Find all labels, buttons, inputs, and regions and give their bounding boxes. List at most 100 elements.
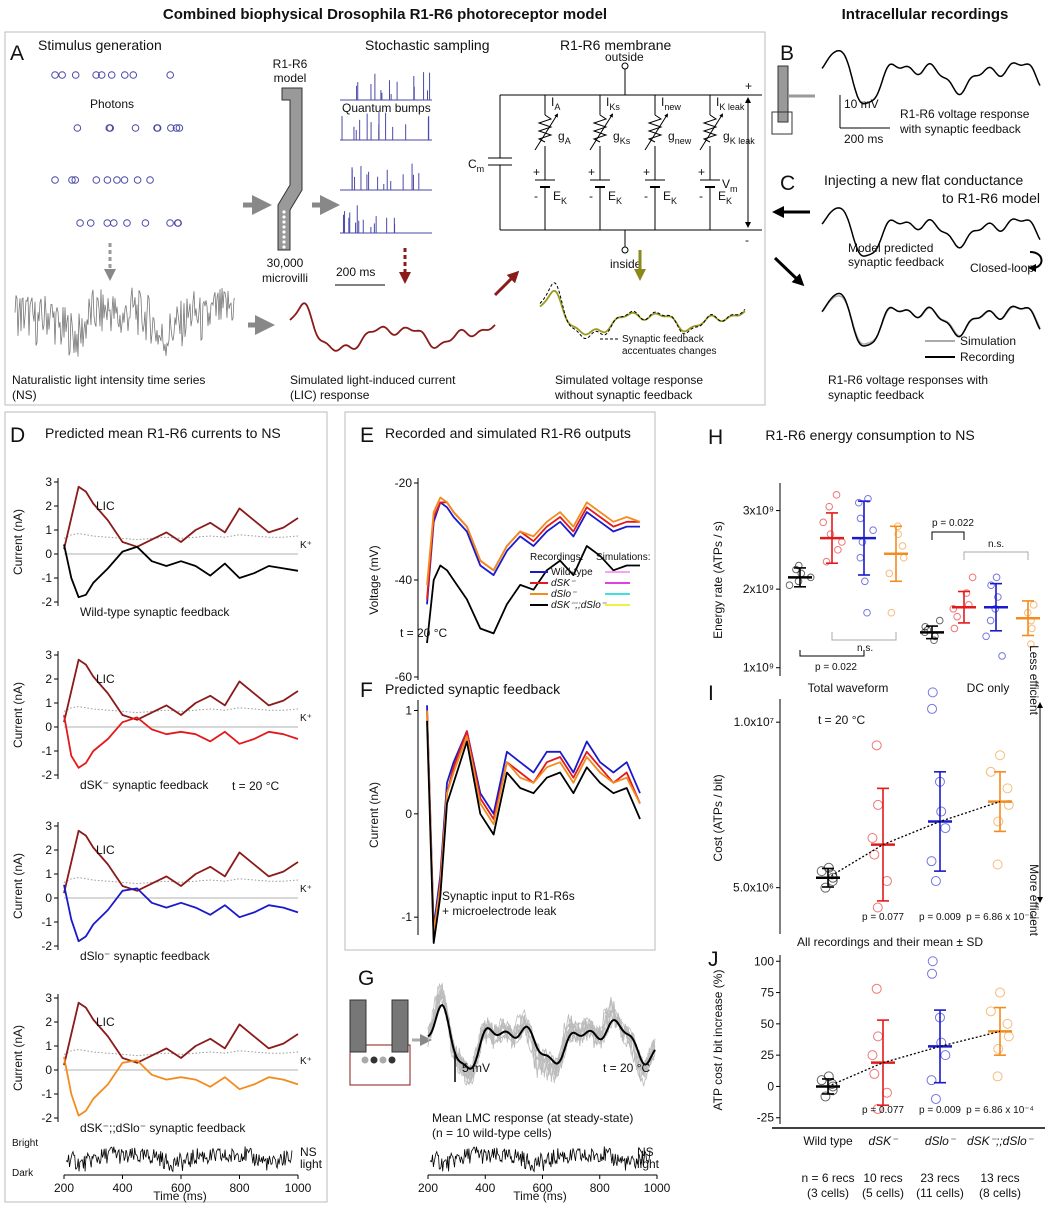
note: synaptic feedback bbox=[848, 255, 945, 269]
y-tick-label: 1 bbox=[45, 867, 52, 881]
data-point bbox=[834, 546, 842, 554]
series-label: K⁺ bbox=[300, 713, 312, 724]
data-point bbox=[986, 616, 995, 625]
y-tick-label: 3x10⁹ bbox=[743, 504, 774, 518]
panel-a-frame bbox=[4, 31, 766, 406]
y-axis-label: ATP cost / bit increase (%) bbox=[711, 970, 725, 1111]
data-point bbox=[995, 750, 1006, 761]
photon bbox=[167, 124, 175, 132]
photon bbox=[92, 176, 101, 184]
current-label: IA bbox=[551, 95, 560, 112]
p-value: n.s. bbox=[988, 539, 1004, 550]
terminal bbox=[621, 246, 629, 254]
group-label: DC only bbox=[967, 681, 1010, 695]
data-point bbox=[926, 856, 937, 867]
feedback-trace bbox=[539, 282, 746, 339]
series-label: dSK⁻;;dSlo⁻ synaptic feedback bbox=[80, 1121, 246, 1135]
count-label: 23 recs bbox=[920, 1171, 959, 1185]
conductance-label: gnew bbox=[668, 129, 692, 146]
y-tick-label: -20 bbox=[395, 476, 413, 490]
photon bbox=[109, 219, 118, 227]
photon bbox=[71, 176, 80, 184]
resistor bbox=[537, 114, 553, 143]
variable-arrow bbox=[534, 113, 559, 151]
x-tick-label: 1000 bbox=[285, 1181, 312, 1195]
y-tick-label: 3 bbox=[45, 991, 52, 1005]
panel-label: G bbox=[358, 967, 374, 990]
data-point bbox=[869, 526, 877, 535]
conductance-label: gKs bbox=[613, 129, 631, 146]
series-label: Wild-type synaptic feedback bbox=[80, 605, 230, 619]
conductance-label: gA bbox=[558, 129, 571, 146]
simulation-trace bbox=[821, 207, 1041, 257]
data-point bbox=[861, 577, 869, 586]
p-value: p = 0.022 bbox=[815, 662, 857, 673]
panel-label: A bbox=[10, 42, 24, 65]
conductance-label-sub: Ks bbox=[620, 136, 631, 146]
photon bbox=[166, 71, 175, 79]
x-axis-label: Time (ms) bbox=[153, 1189, 207, 1203]
photon bbox=[175, 124, 184, 132]
note: Closed-loop bbox=[970, 261, 1034, 275]
data-point bbox=[935, 616, 944, 625]
light-label: NS bbox=[637, 1145, 654, 1159]
y-axis-label: Current (nA) bbox=[11, 853, 25, 919]
panel-label: H bbox=[708, 426, 723, 449]
caption: Simulated light-induced current bbox=[290, 373, 456, 387]
label: R1-R6 bbox=[273, 57, 308, 71]
data-point bbox=[819, 518, 827, 527]
y-tick-label: 100 bbox=[754, 954, 774, 968]
voltage-label: Vm bbox=[722, 177, 738, 194]
data-point bbox=[992, 859, 1003, 870]
current-label-main: I bbox=[551, 95, 554, 109]
current-label-main: I bbox=[606, 95, 609, 109]
data-point bbox=[822, 557, 831, 566]
resistor bbox=[647, 114, 663, 143]
scale-label: 200 ms bbox=[844, 132, 883, 146]
caption: (LIC) response bbox=[290, 388, 370, 402]
y-tick-label: 3 bbox=[45, 819, 52, 833]
data-point bbox=[885, 569, 894, 578]
lic-current bbox=[63, 1001, 299, 1066]
ns-trace bbox=[14, 287, 236, 357]
y-tick-label: 3 bbox=[45, 475, 52, 489]
p-value: p = 0.009 bbox=[919, 1105, 961, 1116]
x-tick-label: 200 bbox=[54, 1181, 74, 1195]
photon bbox=[146, 176, 154, 184]
y-tick-label: 0 bbox=[405, 807, 412, 821]
current-label-sub: K leak bbox=[719, 102, 745, 112]
y-tick-label: -1 bbox=[41, 1087, 52, 1101]
photon bbox=[92, 71, 100, 79]
light-label: light bbox=[300, 1157, 323, 1171]
genotype-label: dSK⁻ bbox=[868, 1134, 899, 1148]
y-tick-label: 2x10⁹ bbox=[743, 582, 774, 596]
y-tick-label: 1.0x10⁷ bbox=[734, 715, 774, 729]
reversal-label-main: E bbox=[718, 189, 726, 203]
photon bbox=[51, 176, 59, 184]
x-tick-label: 800 bbox=[229, 1181, 249, 1195]
data-point bbox=[794, 577, 803, 586]
section-title: Injecting a new flat conductance bbox=[824, 172, 1023, 188]
sign: + bbox=[698, 165, 705, 179]
microvillus bbox=[282, 220, 286, 224]
data-point bbox=[930, 636, 938, 645]
y-tick-label: 0 bbox=[767, 1079, 774, 1093]
series-label: K⁺ bbox=[300, 1056, 312, 1067]
photon bbox=[141, 219, 150, 227]
data-point bbox=[962, 589, 971, 597]
reversal-label-sub: K bbox=[726, 196, 732, 206]
microvillus bbox=[282, 210, 286, 214]
y-tick-label: 0 bbox=[45, 547, 52, 561]
data-point bbox=[995, 987, 1006, 998]
photon bbox=[120, 176, 129, 184]
y-tick-label: -40 bbox=[395, 573, 413, 587]
y-tick-label: 1x10⁹ bbox=[743, 661, 774, 675]
caption: Naturalistic light intensity time series bbox=[12, 373, 205, 387]
y-tick-label: -2 bbox=[41, 1111, 52, 1125]
caption: R1-R6 voltage responses with bbox=[828, 373, 988, 387]
reversal-label-sub: K bbox=[561, 196, 567, 206]
panel-ef-frame bbox=[344, 411, 656, 951]
data-point bbox=[985, 766, 996, 777]
bracket bbox=[963, 551, 1029, 560]
feedback-trace bbox=[426, 720, 641, 944]
